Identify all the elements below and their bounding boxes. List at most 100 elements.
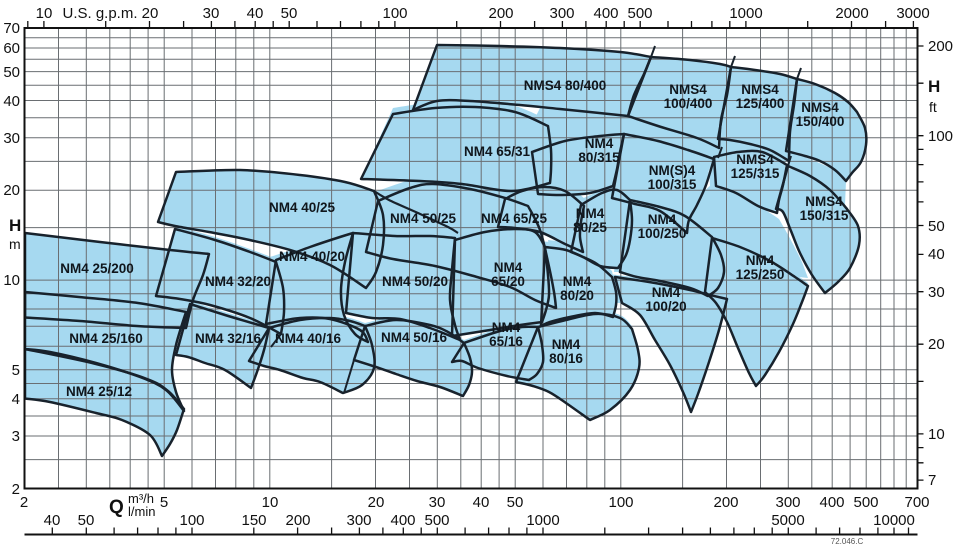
svg-text:50: 50 xyxy=(281,5,298,22)
svg-text:NM4 65/31: NM4 65/31 xyxy=(464,144,531,159)
svg-text:80/25: 80/25 xyxy=(573,220,607,235)
svg-text:NM4 50/25: NM4 50/25 xyxy=(390,211,457,226)
svg-text:30: 30 xyxy=(429,494,446,511)
svg-text:5: 5 xyxy=(12,362,20,379)
svg-text:40: 40 xyxy=(3,93,20,110)
svg-text:10: 10 xyxy=(3,272,20,289)
svg-text:300: 300 xyxy=(549,5,574,22)
svg-text:NM(S)4: NM(S)4 xyxy=(649,163,696,178)
svg-text:150/400: 150/400 xyxy=(796,114,845,129)
svg-text:20: 20 xyxy=(368,494,385,511)
svg-text:NMS4: NMS4 xyxy=(741,82,779,97)
svg-text:10: 10 xyxy=(36,5,53,22)
svg-text:Q: Q xyxy=(109,497,124,518)
svg-text:20: 20 xyxy=(928,336,945,353)
svg-text:20: 20 xyxy=(142,5,159,22)
svg-text:65/20: 65/20 xyxy=(491,274,525,289)
svg-text:NM4: NM4 xyxy=(652,285,681,300)
svg-text:400: 400 xyxy=(819,494,844,511)
svg-text:20: 20 xyxy=(3,182,20,199)
svg-text:30: 30 xyxy=(203,5,220,22)
svg-text:U.S. g.p.m.: U.S. g.p.m. xyxy=(62,5,137,22)
svg-text:40: 40 xyxy=(247,5,264,22)
svg-text:50: 50 xyxy=(928,218,945,235)
svg-text:3000: 3000 xyxy=(896,5,929,22)
svg-text:300: 300 xyxy=(346,512,371,529)
svg-text:30: 30 xyxy=(928,284,945,301)
svg-text:40: 40 xyxy=(473,494,490,511)
svg-text:500: 500 xyxy=(424,512,449,529)
svg-text:80/315: 80/315 xyxy=(578,150,620,165)
svg-text:125/315: 125/315 xyxy=(731,166,780,181)
svg-text:100: 100 xyxy=(608,494,633,511)
svg-text:100/400: 100/400 xyxy=(664,96,713,111)
svg-text:10: 10 xyxy=(928,426,945,443)
svg-text:NM4: NM4 xyxy=(585,136,614,151)
svg-text:2000: 2000 xyxy=(835,5,868,22)
svg-text:100: 100 xyxy=(179,512,204,529)
svg-text:NM4: NM4 xyxy=(552,337,581,352)
svg-text:NMS4: NMS4 xyxy=(801,100,839,115)
svg-text:NM4 32/20: NM4 32/20 xyxy=(205,274,271,289)
svg-text:NM4 40/25: NM4 40/25 xyxy=(269,200,336,215)
svg-text:65/16: 65/16 xyxy=(489,334,523,349)
svg-text:10: 10 xyxy=(262,494,279,511)
svg-text:80/16: 80/16 xyxy=(549,351,583,366)
svg-text:50: 50 xyxy=(507,494,524,511)
svg-text:7: 7 xyxy=(928,472,936,489)
svg-text:3: 3 xyxy=(12,428,20,445)
svg-text:4: 4 xyxy=(12,391,20,408)
svg-text:70: 70 xyxy=(3,20,20,37)
svg-text:5000: 5000 xyxy=(771,512,804,529)
svg-text:400: 400 xyxy=(593,5,618,22)
svg-text:NMS4: NMS4 xyxy=(805,194,843,209)
svg-text:100/250: 100/250 xyxy=(638,226,687,241)
svg-text:30: 30 xyxy=(3,130,20,147)
svg-text:150: 150 xyxy=(241,512,266,529)
svg-text:NM4 32/16: NM4 32/16 xyxy=(195,331,262,346)
svg-text:200: 200 xyxy=(928,38,953,55)
svg-text:100: 100 xyxy=(382,5,407,22)
svg-text:100: 100 xyxy=(928,128,953,145)
svg-text:NMS4: NMS4 xyxy=(736,152,774,167)
svg-text:50: 50 xyxy=(78,512,95,529)
svg-text:NM4 50/16: NM4 50/16 xyxy=(381,330,448,345)
svg-text:200: 200 xyxy=(285,512,310,529)
svg-text:m: m xyxy=(9,236,21,252)
svg-text:200: 200 xyxy=(488,5,513,22)
svg-text:NM4 40/16: NM4 40/16 xyxy=(275,331,342,346)
svg-text:ft: ft xyxy=(929,99,937,115)
svg-text:500: 500 xyxy=(853,494,878,511)
svg-text:40: 40 xyxy=(928,246,945,263)
svg-text:m³/h: m³/h xyxy=(128,491,154,506)
svg-text:10000: 10000 xyxy=(873,512,915,529)
svg-text:NM4 40/20: NM4 40/20 xyxy=(279,249,345,264)
svg-text:400: 400 xyxy=(390,512,415,529)
svg-text:NM4: NM4 xyxy=(576,206,605,221)
svg-text:300: 300 xyxy=(775,494,800,511)
svg-text:200: 200 xyxy=(713,494,738,511)
svg-text:150/315: 150/315 xyxy=(800,208,849,223)
svg-text:NMS4: NMS4 xyxy=(669,82,707,97)
svg-text:125/400: 125/400 xyxy=(736,96,785,111)
svg-text:80/20: 80/20 xyxy=(560,288,594,303)
svg-text:NM4: NM4 xyxy=(494,260,523,275)
svg-text:NM4: NM4 xyxy=(563,274,592,289)
svg-text:NM4 25/160: NM4 25/160 xyxy=(69,331,143,346)
svg-text:60: 60 xyxy=(3,40,20,57)
svg-text:1000: 1000 xyxy=(526,512,559,529)
svg-text:700: 700 xyxy=(904,494,929,511)
svg-text:NM4: NM4 xyxy=(746,253,775,268)
svg-text:NM4 25/200: NM4 25/200 xyxy=(60,261,134,276)
svg-text:NM4: NM4 xyxy=(648,212,677,227)
svg-text:100/315: 100/315 xyxy=(648,177,697,192)
svg-text:NM4 50/20: NM4 50/20 xyxy=(382,274,448,289)
svg-text:72.046.C: 72.046.C xyxy=(831,537,864,546)
svg-text:H: H xyxy=(928,77,940,96)
svg-text:NMS4 80/400: NMS4 80/400 xyxy=(524,78,607,93)
svg-text:1000: 1000 xyxy=(729,5,762,22)
svg-text:NM4: NM4 xyxy=(492,320,521,335)
svg-text:2: 2 xyxy=(12,481,20,498)
svg-text:2: 2 xyxy=(20,494,28,511)
svg-text:H: H xyxy=(9,216,21,235)
